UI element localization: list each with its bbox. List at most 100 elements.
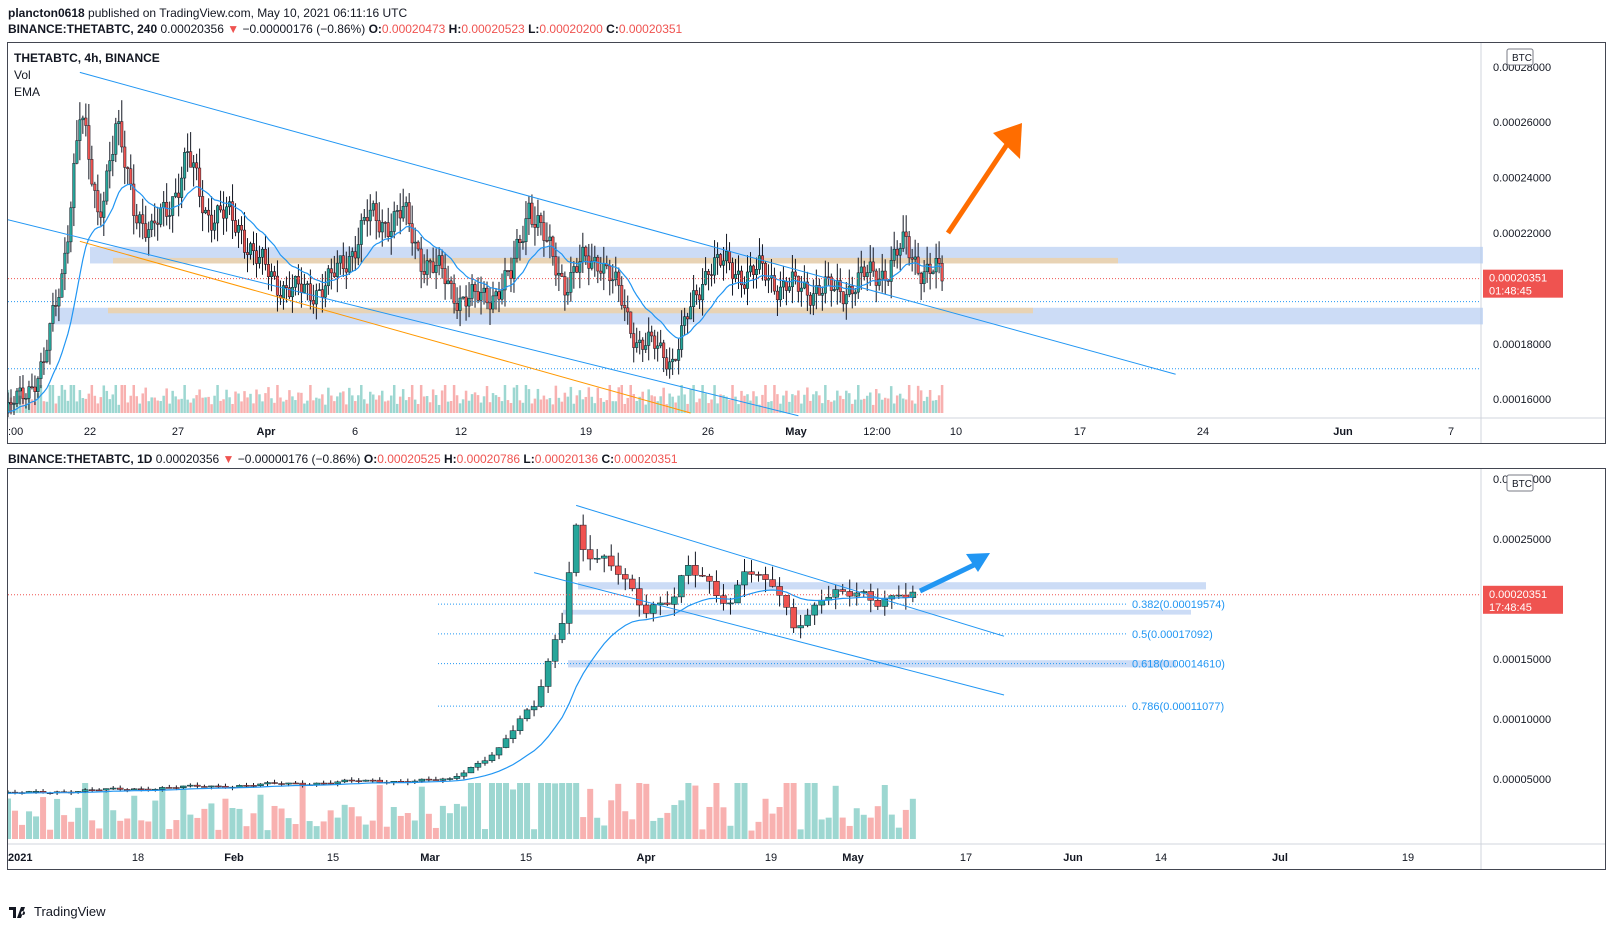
chart-1d-svg[interactable]: 0.000300000.000250000.000150000.00010000…	[4, 469, 1605, 869]
volume-bar	[114, 385, 118, 413]
volume-bar	[686, 403, 689, 413]
candle-body	[584, 246, 588, 257]
candle-body	[581, 246, 585, 262]
candle-body	[907, 236, 911, 259]
volume-bar	[453, 803, 460, 839]
candle-body	[862, 266, 866, 277]
x-tick-label: Jun	[1063, 852, 1083, 864]
last-price-bottom: 0.00020356	[155, 452, 220, 466]
volume-bar	[809, 400, 812, 413]
volume-bar	[339, 392, 342, 413]
candle-body	[131, 788, 138, 791]
candle-body	[754, 269, 758, 275]
volume-bar	[734, 783, 741, 839]
volume-bar	[270, 398, 273, 413]
candle-body	[51, 305, 55, 324]
volume-bar	[195, 395, 198, 413]
volume-bar	[845, 390, 848, 413]
x-tick-label: 18	[132, 852, 144, 864]
candle-body	[350, 251, 354, 257]
volume-bar	[126, 402, 130, 413]
chart-panel-4h[interactable]: THETABTC, 4h, BINANCE Vol EMA 0.00028000 0.0…	[0, 42, 1606, 444]
change-top: −0.00000176 (−0.86%)	[242, 22, 366, 36]
volume-bar	[131, 795, 138, 839]
candle-body	[285, 782, 292, 785]
volume-bar	[327, 810, 334, 839]
candle-body	[755, 574, 762, 576]
author-name[interactable]: plancton0618	[8, 6, 85, 20]
candle-body	[629, 578, 636, 589]
volume-bar	[291, 396, 294, 413]
candle-body	[799, 287, 803, 292]
volume-bar	[913, 403, 917, 413]
volume-bar	[524, 783, 531, 839]
volume-bar	[237, 393, 240, 413]
candle-body	[494, 291, 498, 297]
symbol-top[interactable]: BINANCE:THETABTC, 240	[8, 22, 158, 36]
volume-bar	[117, 404, 121, 413]
down-arrow-icon: ▼	[222, 452, 235, 466]
volume-bar	[470, 394, 474, 413]
volume-bar	[497, 396, 501, 413]
volume-bar	[372, 394, 375, 413]
candle-body	[804, 614, 811, 626]
candle-body	[39, 361, 43, 379]
volume-bar	[743, 395, 746, 413]
volume-bar	[458, 403, 462, 413]
candle-body	[144, 223, 148, 238]
candle-body	[449, 280, 453, 284]
candle-body	[81, 789, 89, 792]
volume-bar	[174, 396, 177, 413]
candle-body	[919, 272, 923, 284]
chart-panel-1d[interactable]: 0.000300000.000250000.000150000.00010000…	[4, 468, 1606, 870]
tradingview-brand: TradingView	[34, 904, 106, 919]
chart-4h-svg[interactable]: THETABTC, 4h, BINANCEVolEMA0.000280000.0…	[0, 43, 1605, 443]
candle-body	[533, 224, 537, 228]
candle-body	[467, 298, 471, 307]
volume-bar	[81, 398, 85, 413]
candle-body	[407, 202, 411, 224]
candle-body	[54, 305, 58, 307]
volume-bar	[566, 396, 570, 413]
candle-body	[763, 263, 767, 281]
volume-bar	[601, 825, 608, 839]
candle-body	[572, 524, 580, 573]
volume-bar	[461, 399, 465, 413]
volume-bar	[47, 829, 54, 839]
symbol-bottom[interactable]: BINANCE:THETABTC, 1D	[8, 452, 153, 466]
candle-body	[910, 257, 914, 260]
volume-bar	[940, 385, 944, 413]
candle-body	[338, 255, 342, 264]
volume-bar	[294, 400, 297, 413]
low-bottom: 0.00020136	[534, 452, 599, 466]
candle-body	[636, 588, 643, 606]
candle-body	[168, 215, 172, 217]
volume-bar	[467, 783, 474, 839]
volume-bar	[45, 401, 49, 413]
volume-bar	[186, 399, 189, 413]
volume-bar	[279, 397, 282, 413]
candle-body	[741, 571, 748, 586]
volume-bar	[250, 813, 257, 839]
candle-body	[126, 167, 130, 169]
volume-bar	[842, 399, 845, 413]
candle-body	[208, 785, 215, 788]
candle-body	[781, 280, 785, 288]
volume-bar	[827, 399, 830, 413]
volume-bar	[333, 401, 336, 413]
candle-body	[623, 305, 627, 309]
candle-body	[335, 262, 339, 277]
candle-body	[662, 342, 666, 358]
tradingview-logo[interactable]: TradingView	[8, 904, 106, 919]
candle-body	[81, 117, 85, 121]
currency-badge	[1506, 474, 1534, 492]
candle-body	[296, 276, 300, 285]
volume-bar	[404, 400, 408, 413]
volume-bar	[355, 816, 362, 839]
volume-bar	[228, 397, 231, 413]
candle-body	[243, 785, 250, 787]
volume-bar	[617, 387, 621, 413]
x-tick-label: 26	[702, 426, 714, 438]
candle-body	[48, 323, 52, 351]
candle-body	[671, 358, 675, 363]
